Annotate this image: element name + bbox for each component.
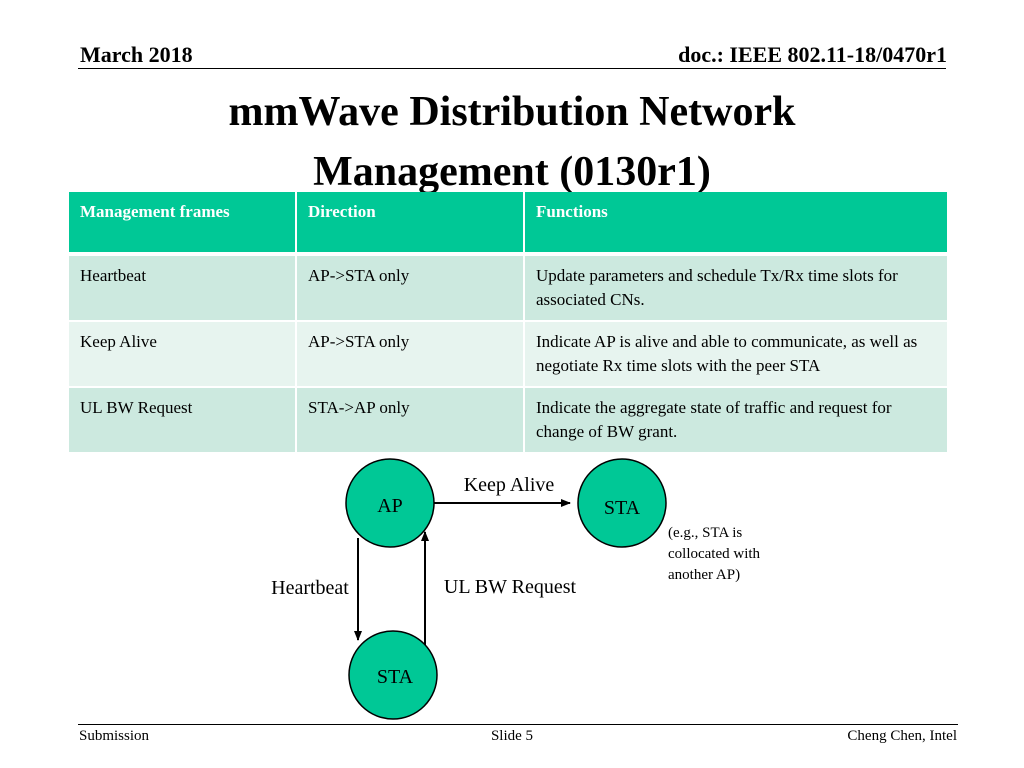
sta-right-node-label: STA: [604, 497, 641, 519]
table-row: UL BW Request STA->AP only Indicate the …: [69, 387, 947, 454]
footer-slide-number: Slide 5: [490, 728, 534, 744]
table-header-row: Management frames Direction Functions: [69, 192, 947, 256]
heartbeat-label: Heartbeat: [271, 577, 349, 599]
footer-submission: Submission: [79, 728, 150, 744]
slide-title-line-2: Management (0130r1): [313, 149, 711, 195]
slide-title: mmWave Distribution Network Management (…: [0, 82, 1024, 202]
slide-title-line-1: mmWave Distribution Network: [228, 89, 796, 135]
table-cell: STA->AP only: [296, 387, 525, 454]
keep-alive-label: Keep Alive: [464, 474, 555, 496]
sta-bottom-node-label: STA: [377, 666, 414, 688]
ul-bw-request-label: UL BW Request: [444, 576, 577, 598]
table-cell: Keep Alive: [69, 321, 297, 388]
table-cell: AP->STA only: [296, 254, 525, 322]
management-frames-table: Management frames Direction Functions He…: [69, 192, 947, 454]
sta-bottom-node: [348, 630, 438, 720]
table-cell: AP->STA only: [296, 321, 525, 388]
sta-note-line: (e.g., STA is: [668, 525, 742, 541]
footer-rule: [78, 724, 958, 725]
table-cell: Update parameters and schedule Tx/Rx tim…: [524, 254, 947, 322]
header-doc-id: doc.: IEEE 802.11-18/0470r1: [678, 42, 947, 67]
table-header-cell: Direction: [296, 192, 525, 256]
sta-note-line: another AP): [668, 567, 740, 583]
table-cell: UL BW Request: [69, 387, 297, 454]
table-cell: Indicate AP is alive and able to communi…: [524, 321, 947, 388]
ap-node-label: AP: [377, 495, 403, 517]
table-row: Keep Alive AP->STA only Indicate AP is a…: [69, 321, 947, 388]
header-date: March 2018: [80, 42, 193, 67]
table-header-cell: Functions: [524, 192, 947, 256]
sta-note-line: collocated with: [668, 546, 761, 562]
sta-right-node: [577, 458, 667, 548]
table-row: Heartbeat AP->STA only Update parameters…: [69, 254, 947, 322]
table-cell: Indicate the aggregate state of traffic …: [524, 387, 947, 454]
table-cell: Heartbeat: [69, 254, 297, 322]
ap-node: [345, 458, 435, 548]
table-header-cell: Management frames: [69, 192, 297, 256]
header-rule: [78, 68, 946, 69]
footer-author: Cheng Chen, Intel: [847, 728, 957, 744]
